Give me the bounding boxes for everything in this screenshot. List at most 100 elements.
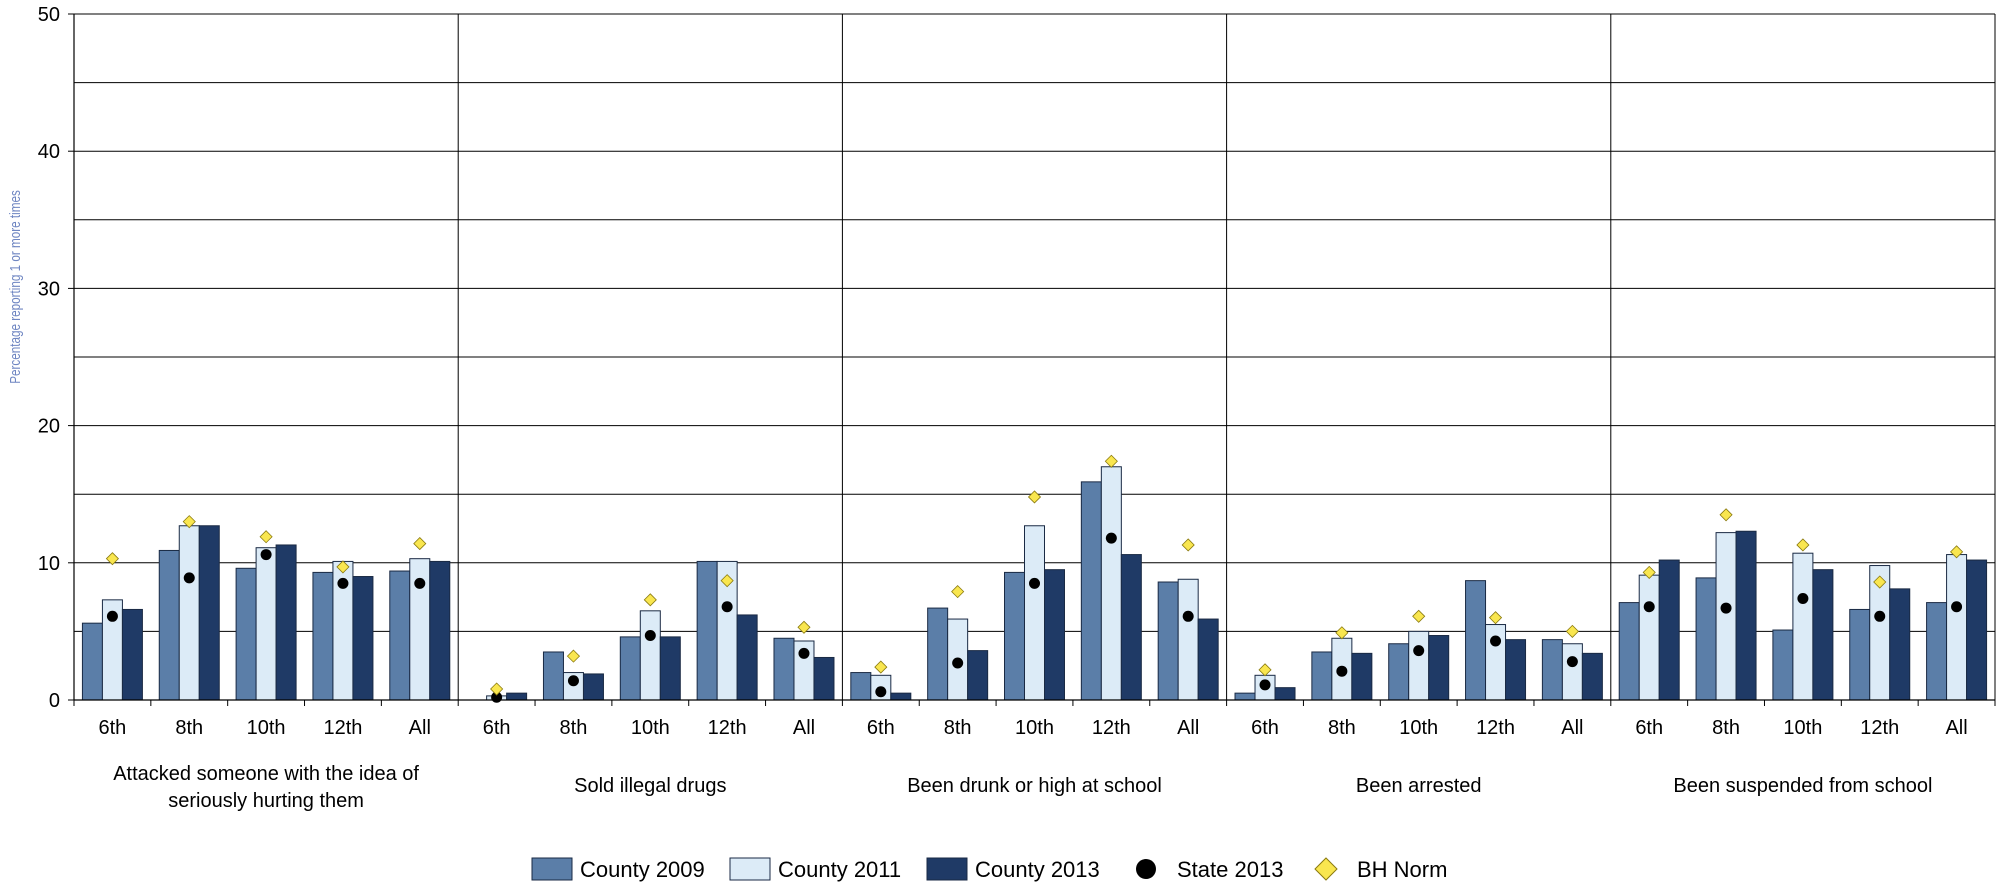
group-label: Been drunk or high at school [907, 775, 1162, 797]
state-2013-marker [644, 630, 656, 642]
bar [1966, 559, 1988, 701]
group-label: Attacked someone with the idea of [113, 763, 419, 785]
bar [1177, 578, 1199, 701]
state-2013-marker [798, 647, 810, 659]
legend-swatch [531, 857, 573, 881]
state-2013-marker [106, 610, 118, 622]
bh-norm-marker [490, 682, 504, 696]
state-2013-marker [1720, 602, 1732, 614]
x-tick-label: 6th [1251, 717, 1279, 739]
x-tick-label: 10th [247, 717, 286, 739]
y-tick-label: 0 [49, 690, 60, 712]
bar [275, 544, 297, 701]
bar [178, 525, 200, 701]
legend-item: County 2013 [926, 857, 1100, 882]
state-2013-marker [567, 675, 579, 687]
x-tick-label: 8th [175, 717, 203, 739]
x-tick-label: All [1561, 717, 1583, 739]
bar [813, 656, 835, 701]
markers [105, 454, 1964, 703]
bar [1812, 569, 1834, 701]
bh-norm-marker [874, 660, 888, 674]
bar [1024, 525, 1045, 701]
state-2013-marker [952, 657, 964, 669]
bars [81, 466, 1988, 701]
legend-label: County 2011 [778, 857, 901, 882]
bh-norm-marker [797, 620, 811, 634]
x-tick-label: 12th [1860, 717, 1899, 739]
bar [312, 571, 334, 701]
x-tick-label: 6th [99, 717, 127, 739]
bar [619, 636, 641, 701]
bar [1849, 608, 1871, 701]
bar [1044, 569, 1065, 701]
bar [1946, 554, 1968, 701]
bar [1408, 630, 1430, 701]
bar [1541, 639, 1563, 701]
bh-norm-marker [1873, 575, 1887, 589]
bar [927, 607, 949, 701]
gridlines [74, 13, 1996, 700]
y-axis-label: Percentage reporting 1 or more times [7, 190, 24, 384]
bar [1311, 651, 1333, 701]
bh-norm-marker [951, 585, 965, 599]
bar [429, 560, 451, 701]
state-2013-marker [1643, 601, 1655, 613]
bh-norm-marker [182, 515, 196, 529]
axes [68, 13, 1996, 706]
bar [967, 650, 989, 701]
bar [1638, 574, 1660, 701]
bar [1004, 571, 1025, 701]
y-tick-label: 40 [38, 141, 60, 163]
bar [1772, 629, 1794, 701]
bar [850, 672, 872, 701]
legend-label: County 2009 [580, 857, 705, 882]
bar [1351, 652, 1373, 701]
bar [1581, 652, 1603, 701]
group-label: Been arrested [1356, 775, 1482, 797]
legend-swatch [1314, 857, 1338, 881]
state-2013-marker [1413, 645, 1425, 657]
bar [352, 576, 374, 701]
bar [1274, 687, 1296, 701]
x-tick-label: 8th [1328, 717, 1356, 739]
bar [542, 651, 564, 701]
bh-norm-marker [1027, 490, 1042, 504]
labels: 6th 8th 10th 12th All Attacked someone with t… [38, 4, 1968, 812]
x-tick-label: All [1177, 717, 1199, 739]
bh-norm-marker [643, 593, 657, 607]
legend-label: BH Norm [1357, 857, 1447, 882]
bar [1120, 554, 1142, 701]
bh-norm-marker [259, 530, 273, 544]
bh-norm-marker [566, 649, 581, 663]
x-tick-label: 10th [1783, 717, 1822, 739]
state-2013-marker [1797, 592, 1809, 604]
x-tick-label: 8th [1712, 717, 1740, 739]
x-tick-label: 8th [944, 717, 972, 739]
bh-norm-marker [1258, 663, 1272, 677]
state-2013-marker [1182, 610, 1194, 622]
state-2013-marker [1259, 679, 1271, 691]
bh-norm-marker [1796, 538, 1810, 552]
legend-swatch [729, 857, 771, 881]
state-2013-marker [875, 686, 887, 698]
group-label: seriously hurting them [168, 790, 364, 812]
group-label: Sold illegal drugs [574, 775, 726, 797]
x-tick-label: 12th [708, 717, 747, 739]
group-label: Been suspended from school [1673, 775, 1932, 797]
bar [1080, 481, 1102, 701]
bh-norm-marker [1488, 611, 1503, 625]
legend-item: BH Norm [1314, 857, 1447, 882]
bar [1234, 692, 1256, 701]
legend: County 2009 County 2011 County 2013 State 2… [531, 857, 1447, 882]
bar [158, 549, 180, 701]
bh-norm-marker [1104, 454, 1118, 468]
state-2013-marker [260, 549, 272, 561]
x-tick-label: All [1945, 717, 1967, 739]
state-2013-marker [337, 577, 349, 589]
bar [1465, 580, 1487, 701]
x-tick-label: 10th [1399, 717, 1438, 739]
bar [659, 636, 681, 701]
bh-norm-marker [1642, 565, 1656, 579]
